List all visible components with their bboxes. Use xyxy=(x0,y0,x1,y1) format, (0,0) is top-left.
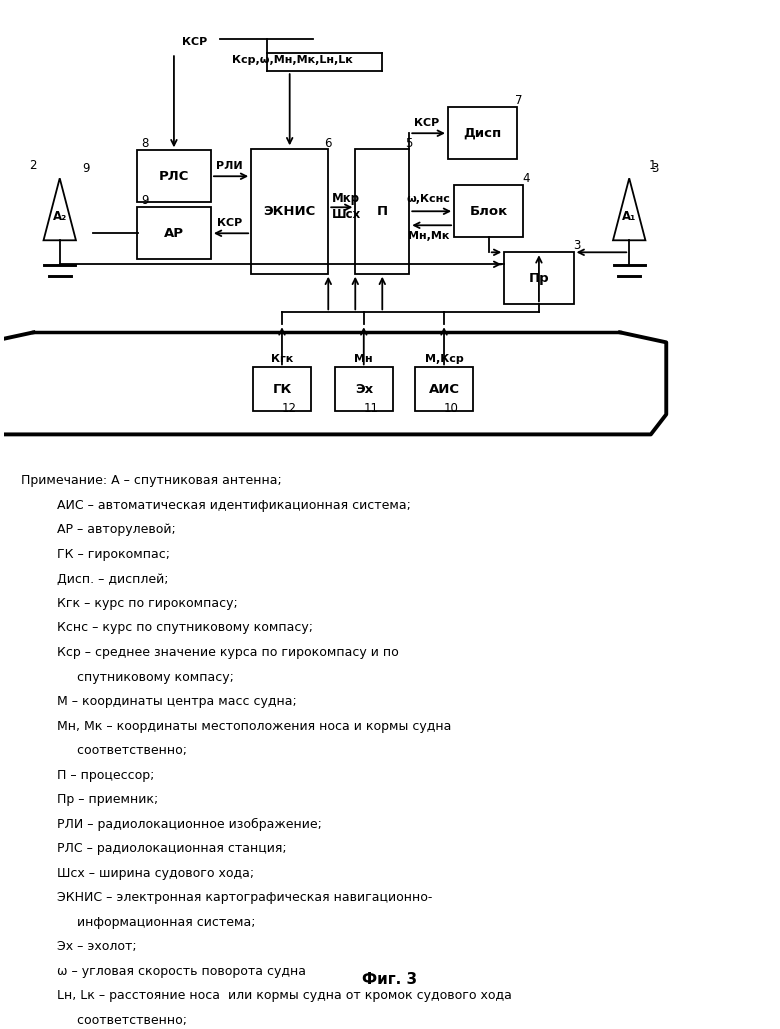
Text: Фиг. 3: Фиг. 3 xyxy=(363,971,417,987)
Text: РЛС: РЛС xyxy=(159,170,189,183)
Text: 7: 7 xyxy=(515,95,523,107)
Text: Кгк: Кгк xyxy=(271,354,293,364)
Text: П: П xyxy=(377,205,388,218)
Text: КСР: КСР xyxy=(217,218,242,228)
Text: 5: 5 xyxy=(406,137,413,150)
Text: КСР: КСР xyxy=(414,118,440,129)
Text: Блок: Блок xyxy=(470,205,508,218)
Bar xyxy=(137,150,211,203)
Bar xyxy=(137,207,211,259)
Text: АР: АР xyxy=(164,226,184,240)
Text: ГК: ГК xyxy=(272,383,292,396)
Text: РЛИ: РЛИ xyxy=(216,162,243,171)
Text: Примечание: А – спутниковая антенна;: Примечание: А – спутниковая антенна; xyxy=(21,474,282,488)
Text: Кснс – курс по спутниковому компасу;: Кснс – курс по спутниковому компасу; xyxy=(21,622,313,635)
Text: КСР: КСР xyxy=(182,37,207,47)
Text: 3: 3 xyxy=(651,163,659,175)
Text: 12: 12 xyxy=(282,402,297,416)
Text: Дисп: Дисп xyxy=(463,127,502,140)
Polygon shape xyxy=(613,178,645,241)
Text: 6: 6 xyxy=(324,137,332,150)
Text: спутниковому компасу;: спутниковому компасу; xyxy=(21,671,234,683)
Text: РЛС – радиолокационная станция;: РЛС – радиолокационная станция; xyxy=(21,842,287,855)
Text: ЭКНИС – электронная картографическая навигационно-: ЭКНИС – электронная картографическая нав… xyxy=(21,891,433,904)
Text: Эх – эхолот;: Эх – эхолот; xyxy=(21,941,136,953)
Bar xyxy=(504,252,573,305)
Text: ω,Кснс: ω,Кснс xyxy=(406,194,451,205)
Text: 9: 9 xyxy=(141,194,149,207)
Text: АР – авторулевой;: АР – авторулевой; xyxy=(21,524,176,536)
Bar xyxy=(355,149,410,274)
Bar xyxy=(454,185,523,238)
Text: Мкр: Мкр xyxy=(332,191,360,205)
Text: Пр – приемник;: Пр – приемник; xyxy=(21,793,158,806)
Text: Шсх: Шсх xyxy=(332,208,360,221)
Text: информационная система;: информационная система; xyxy=(21,916,256,928)
Text: АИС: АИС xyxy=(428,383,459,396)
Text: Кгк – курс по гирокомпасу;: Кгк – курс по гирокомпасу; xyxy=(21,597,238,610)
Text: Мн,Мк: Мн,Мк xyxy=(408,232,449,241)
Text: Пр: Пр xyxy=(529,272,549,285)
Text: 11: 11 xyxy=(363,402,379,416)
Text: 8: 8 xyxy=(141,137,149,150)
Text: Кср,ω,Мн,Мк,Lн,Lк: Кср,ω,Мн,Мк,Lн,Lк xyxy=(232,56,353,65)
Bar xyxy=(251,149,328,274)
Text: 10: 10 xyxy=(444,402,459,416)
Text: ГК – гирокомпас;: ГК – гирокомпас; xyxy=(21,548,170,561)
Bar xyxy=(335,367,392,412)
Text: РЛИ – радиолокационное изображение;: РЛИ – радиолокационное изображение; xyxy=(21,818,322,830)
Text: Дисп. – дисплей;: Дисп. – дисплей; xyxy=(21,572,168,586)
Text: Эх: Эх xyxy=(355,383,373,396)
Text: 3: 3 xyxy=(573,240,581,252)
Text: Lн, Lк – расстояние носа  или кормы судна от кромок судового хода: Lн, Lк – расстояние носа или кормы судна… xyxy=(21,989,512,1002)
Text: 2: 2 xyxy=(29,159,37,172)
Text: Мн: Мн xyxy=(354,354,373,364)
Text: А₂: А₂ xyxy=(52,210,67,223)
Polygon shape xyxy=(44,178,76,241)
Bar xyxy=(448,107,517,159)
Text: 4: 4 xyxy=(522,172,530,185)
Text: ЭКНИС: ЭКНИС xyxy=(264,205,316,218)
Text: П – процессор;: П – процессор; xyxy=(21,769,154,782)
Bar xyxy=(253,367,311,412)
Text: соответственно;: соответственно; xyxy=(21,1014,187,1027)
Text: 9: 9 xyxy=(82,163,90,175)
Text: 1: 1 xyxy=(648,159,656,172)
Text: М – координаты центра масс судна;: М – координаты центра масс судна; xyxy=(21,695,297,708)
Text: соответственно;: соответственно; xyxy=(21,744,187,757)
Text: Кср – среднее значение курса по гирокомпасу и по: Кср – среднее значение курса по гирокомп… xyxy=(21,646,399,659)
Text: Шсх – ширина судового хода;: Шсх – ширина судового хода; xyxy=(21,866,254,880)
Text: АИС – автоматическая идентификационная система;: АИС – автоматическая идентификационная с… xyxy=(21,499,411,512)
Text: Мн, Мк – координаты местоположения носа и кормы судна: Мн, Мк – координаты местоположения носа … xyxy=(21,719,452,733)
Text: М,Кср: М,Кср xyxy=(424,354,463,364)
Text: ω – угловая скорость поворота судна: ω – угловая скорость поворота судна xyxy=(21,964,306,978)
Text: А₁: А₁ xyxy=(622,210,636,223)
Bar xyxy=(415,367,473,412)
